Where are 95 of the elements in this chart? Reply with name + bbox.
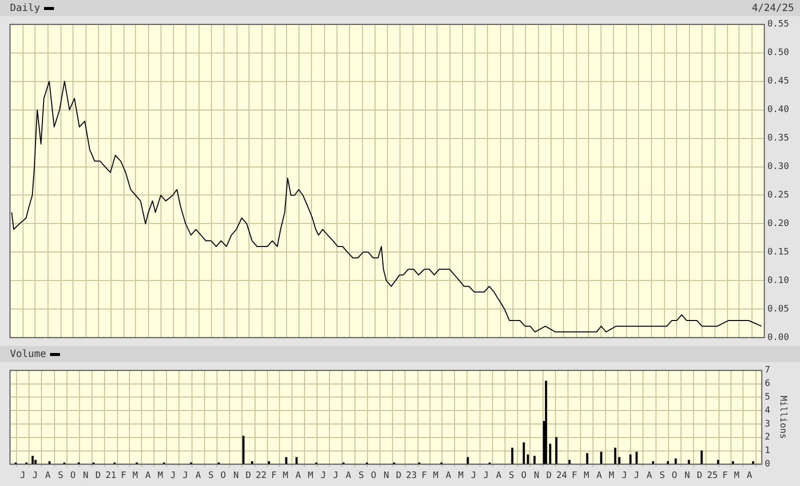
x-tick-label: O	[672, 470, 678, 481]
x-tick-label: 25	[706, 470, 718, 481]
x-tick-label: O	[220, 470, 226, 481]
legend-label: Volume	[10, 348, 46, 360]
x-tick-label: M	[608, 470, 615, 481]
y-tick-label: 0.55	[767, 20, 790, 30]
x-tick-label: J	[170, 470, 176, 481]
x-tick-label: J	[622, 470, 627, 481]
x-tick-label: J	[483, 470, 489, 481]
y-tick-label: 6	[764, 379, 770, 390]
y-tick-label: 2	[764, 432, 770, 443]
bar	[511, 448, 514, 464]
x-tick-label: 22	[256, 470, 267, 481]
y-tick-label: 3	[764, 419, 770, 430]
x-tick-label: N	[534, 470, 540, 481]
x-tick-label: M	[458, 470, 464, 481]
y-tick-label: 1	[764, 446, 770, 456]
x-tick-label: J	[332, 470, 338, 481]
x-tick-label: J	[32, 470, 38, 481]
x-tick-label: O	[70, 470, 76, 481]
x-tick-label: F	[722, 470, 728, 481]
x-tick-label: M	[132, 470, 138, 481]
x-tick-label: F	[421, 470, 427, 481]
bar	[466, 457, 469, 464]
x-tick-label: N	[384, 470, 390, 481]
x-tick-label: S	[659, 470, 665, 481]
x-tick-label: O	[370, 470, 376, 481]
x-tick-label: N	[684, 470, 690, 481]
x-tick-label: F	[572, 470, 578, 481]
x-tick-label: D	[396, 470, 402, 481]
x-tick-label: A	[746, 470, 753, 481]
bar	[700, 450, 703, 464]
bar	[600, 452, 602, 464]
x-tick-label: M	[734, 470, 740, 481]
y-tick-label: 0.10	[767, 276, 790, 286]
x-tick-label: A	[45, 470, 52, 481]
y-axis-title: Millions	[777, 396, 788, 439]
bar	[242, 436, 245, 464]
x-tick-label: N	[83, 470, 88, 481]
x-tick-label: S	[508, 470, 514, 481]
x-tick-label: N	[233, 470, 239, 481]
x-tick-label: O	[521, 470, 527, 481]
x-tick-label: J	[20, 470, 26, 481]
x-tick-label: J	[634, 470, 640, 481]
x-tick-label: A	[145, 470, 152, 481]
x-tick-label: A	[295, 470, 302, 481]
y-tick-label: 4	[764, 406, 770, 416]
bar	[586, 453, 588, 464]
y-tick-label: 0.45	[767, 76, 790, 87]
x-tick-label: S	[358, 470, 364, 481]
y-tick-label: 7	[764, 366, 770, 376]
x-tick-label: D	[696, 470, 702, 481]
y-tick-label: 0.20	[767, 219, 790, 230]
y-tick-label: 0.00	[767, 332, 790, 343]
x-tick-label: M	[282, 470, 289, 481]
bar	[555, 437, 558, 464]
y-tick-label: 0.50	[767, 48, 790, 58]
x-tick-label: A	[195, 470, 202, 481]
x-tick-label: 21	[105, 470, 116, 481]
x-tick-label: A	[346, 470, 352, 481]
x-tick-label: J	[182, 470, 188, 481]
x-tick-label: 23	[406, 470, 417, 481]
x-tick-label: M	[158, 470, 164, 481]
x-tick-label: D	[546, 470, 552, 481]
x-tick-label: A	[446, 470, 452, 481]
bar	[522, 442, 525, 464]
y-tick-label: 0.35	[767, 134, 790, 144]
y-tick-label: 0.15	[767, 248, 790, 258]
y-tick-label: 0.05	[767, 304, 790, 314]
x-tick-label: S	[208, 470, 214, 481]
x-tick-label: 24	[556, 470, 568, 481]
x-tick-label: A	[646, 470, 653, 481]
y-tick-label: 5	[764, 392, 770, 403]
x-tick-label: D	[246, 470, 252, 481]
y-tick-label: 0.40	[767, 105, 790, 116]
x-tick-label: A	[596, 470, 602, 481]
bar	[674, 458, 677, 464]
x-tick-label: M	[308, 470, 314, 481]
y-tick-label: 0.25	[767, 190, 790, 201]
x-tick-label: F	[271, 470, 277, 481]
x-tick-label: D	[95, 470, 101, 481]
bar	[285, 457, 288, 464]
bar	[544, 380, 548, 464]
y-tick-label: 0	[764, 460, 770, 470]
legend-label: Daily	[10, 2, 40, 14]
x-tick-label: F	[120, 470, 126, 481]
x-tick-label: J	[320, 470, 326, 481]
x-tick-label: M	[432, 470, 439, 481]
x-tick-label: A	[496, 470, 502, 481]
text: 4/24/25	[752, 2, 794, 14]
bar	[614, 448, 616, 464]
x-tick-label: M	[584, 470, 590, 481]
x-tick-label: S	[58, 470, 64, 481]
y-tick-label: 0.30	[767, 162, 790, 172]
x-tick-label: J	[470, 470, 476, 481]
